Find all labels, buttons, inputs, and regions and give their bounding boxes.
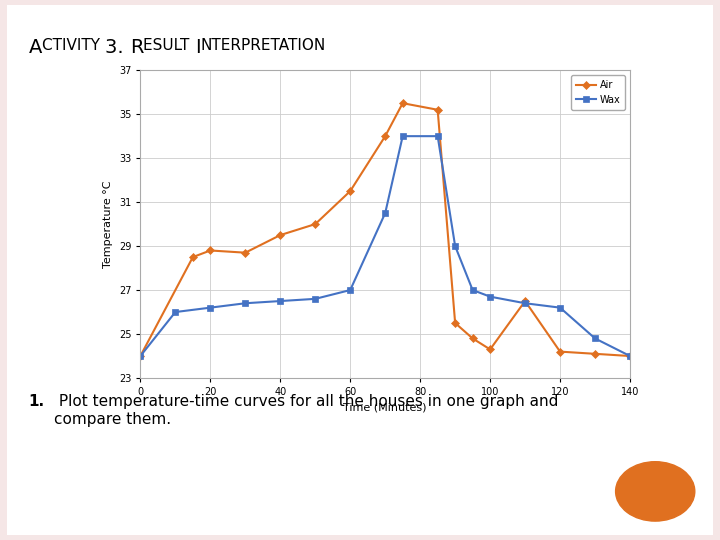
Text: A: A [29,38,42,57]
Wax [241,300,250,307]
Air [521,298,529,305]
Y-axis label: Temperature °C: Temperature °C [103,180,113,268]
Line: Air: Air [138,100,633,359]
Text: CTIVITY: CTIVITY [42,38,105,53]
Wax [433,133,442,139]
Air [626,353,634,359]
Text: 1.: 1. [29,394,45,409]
Air [451,320,459,326]
Air [590,350,599,357]
Line: Wax: Wax [138,133,633,359]
Wax [556,305,564,311]
Air [468,335,477,342]
Air [136,353,145,359]
Air [433,106,442,113]
Text: ESULT: ESULT [143,38,194,53]
Wax [626,353,634,359]
Air [241,249,250,256]
X-axis label: Time (Minutes): Time (Minutes) [343,403,427,413]
Text: Plot temperature-time curves for all the houses in one graph and
compare them.: Plot temperature-time curves for all the… [54,394,559,427]
Wax [346,287,354,293]
Text: 3.: 3. [105,38,130,57]
Air [346,188,354,194]
Air [556,348,564,355]
Wax [521,300,529,307]
Text: I: I [194,38,200,57]
Wax [276,298,284,305]
Wax [206,305,215,311]
Wax [398,133,407,139]
Text: NTERPRETATION: NTERPRETATION [200,38,325,53]
Wax [171,309,180,315]
Air [381,133,390,139]
Legend: Air, Wax: Air, Wax [572,75,625,110]
Air [398,100,407,106]
Air [311,221,320,227]
Wax [486,293,495,300]
Air [189,254,197,260]
Wax [468,287,477,293]
Wax [451,243,459,249]
Text: R: R [130,38,143,57]
Air [486,346,495,353]
Air [206,247,215,254]
Wax [311,295,320,302]
Wax [590,335,599,342]
Air [276,232,284,238]
Wax [381,210,390,217]
Wax [136,353,145,359]
